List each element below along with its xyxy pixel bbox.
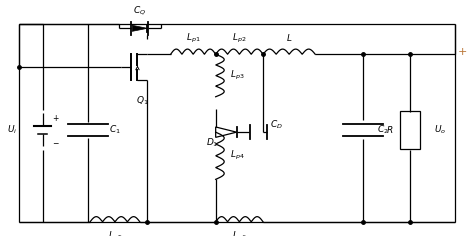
Text: $L_{p1}$: $L_{p1}$	[186, 32, 201, 45]
Polygon shape	[132, 25, 147, 31]
Text: $-$: $-$	[52, 137, 60, 146]
Text: $L_{p2}$: $L_{p2}$	[232, 32, 246, 45]
Text: $L_{p6}$: $L_{p6}$	[232, 230, 247, 236]
Text: $D_1$: $D_1$	[206, 136, 218, 149]
Text: $U_o$: $U_o$	[434, 124, 446, 136]
Text: $Q_1$: $Q_1$	[136, 94, 148, 107]
Bar	[400, 111, 420, 149]
Text: $U_i$: $U_i$	[7, 124, 17, 136]
Text: $L_{p5}$: $L_{p5}$	[108, 230, 122, 236]
Text: $C_Q$: $C_Q$	[133, 4, 146, 17]
Text: $C_1$: $C_1$	[109, 124, 121, 136]
Text: $L$: $L$	[286, 32, 292, 42]
Text: $+$: $+$	[457, 46, 467, 57]
Text: $C_D$: $C_D$	[270, 118, 283, 131]
Text: $L_{p3}$: $L_{p3}$	[230, 69, 245, 82]
Text: $+$: $+$	[52, 114, 60, 123]
Text: $L_{p4}$: $L_{p4}$	[230, 149, 245, 162]
Text: $C_2$: $C_2$	[377, 124, 389, 136]
Text: $R$: $R$	[386, 124, 393, 135]
